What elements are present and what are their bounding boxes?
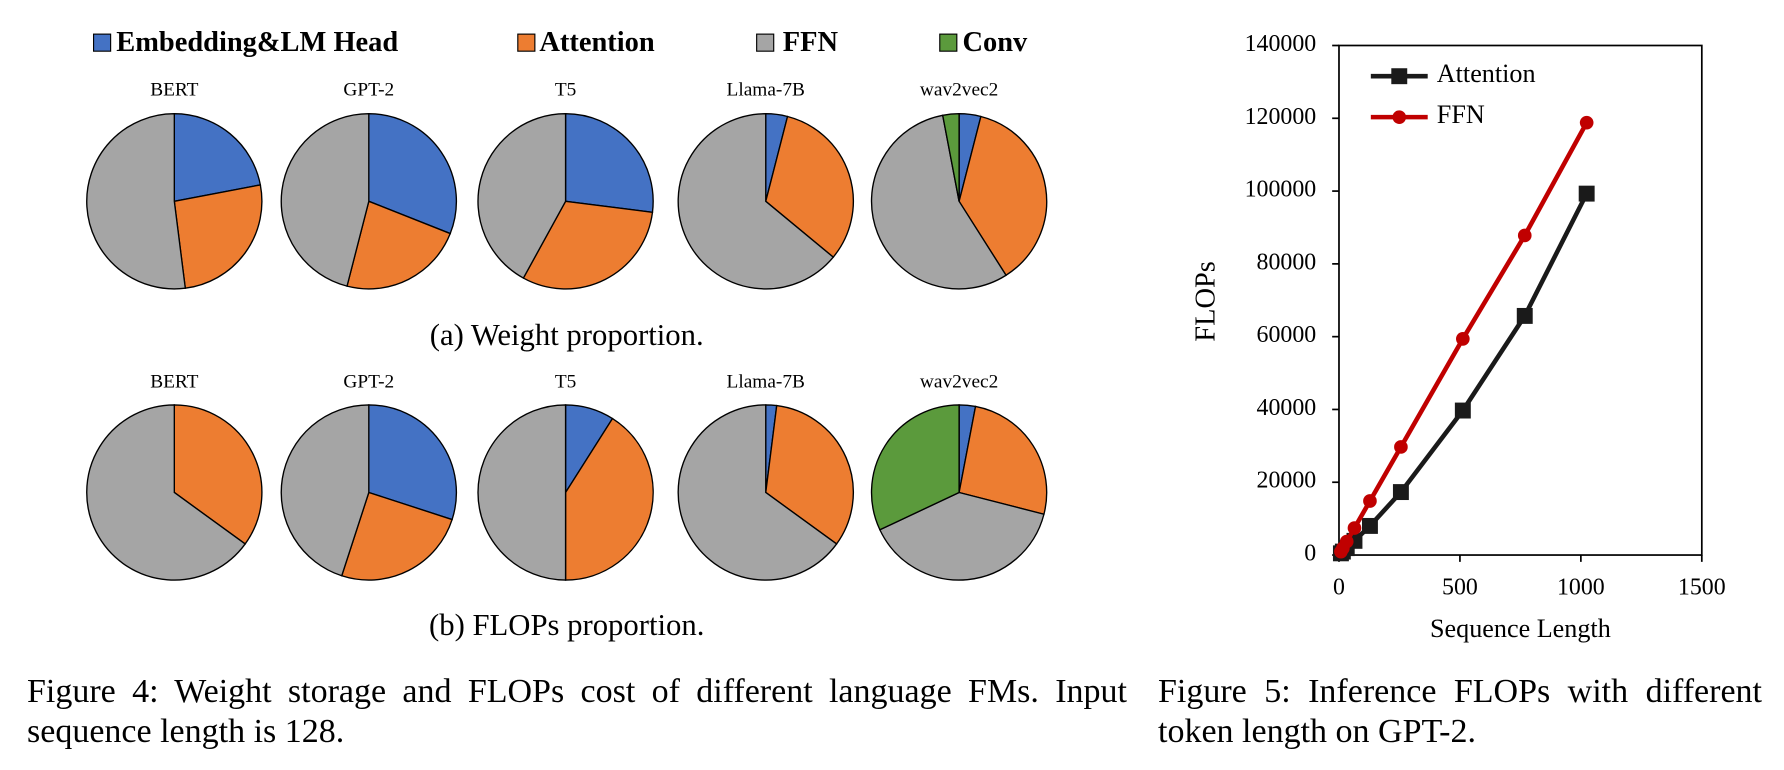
pie-slice	[765, 404, 854, 545]
y-tick-label: 0	[1304, 541, 1316, 567]
pie-slice	[346, 200, 452, 290]
y-tick-label: 100000	[1245, 177, 1317, 203]
y-tick-label: 80000	[1257, 249, 1317, 275]
data-point	[1579, 115, 1594, 130]
data-point	[1361, 517, 1378, 534]
pie-slice	[677, 113, 835, 290]
pie-title: T5	[555, 372, 576, 393]
legend-marker	[1392, 110, 1407, 124]
pie-title: GPT-2	[343, 79, 394, 100]
pie-title: BERT	[150, 79, 198, 100]
pie-slice	[280, 404, 370, 577]
pie-title: Llama-7B	[727, 79, 805, 100]
data-point	[1339, 534, 1354, 549]
data-point	[1347, 521, 1362, 535]
pie-slice	[368, 404, 458, 521]
pie-slice	[764, 115, 855, 259]
pie-slice	[280, 113, 370, 287]
x-tick-label: 500	[1442, 575, 1478, 601]
x-tick-label: 0	[1333, 575, 1345, 601]
pie-title: wav2vec2	[920, 79, 998, 100]
pie-title: BERT	[150, 372, 198, 393]
pie-slice	[564, 417, 654, 581]
pie-slice	[870, 114, 1007, 290]
x-tick-label: 1500	[1678, 575, 1726, 601]
y-tick-label: 140000	[1245, 31, 1317, 57]
y-axis-label: FLOPs	[1191, 261, 1222, 342]
subcaption: (b) FLOPs proportion.	[429, 608, 704, 642]
y-tick-label: 20000	[1257, 468, 1317, 494]
data-point	[1454, 402, 1471, 419]
pie-slice	[564, 113, 654, 214]
y-tick-label: 40000	[1257, 395, 1317, 421]
pie-slice	[522, 200, 654, 290]
legend-label: FFN	[783, 27, 839, 58]
pie-title: T5	[555, 79, 576, 100]
pie-slice	[173, 113, 262, 203]
legend-marker	[1391, 68, 1408, 85]
pie-slice	[477, 404, 567, 581]
legend-swatch	[939, 33, 958, 52]
figure-caption: Figure 4: Weight storage and FLOPs cost …	[27, 673, 1127, 750]
pie-slice	[340, 491, 453, 581]
series-line	[1339, 192, 1589, 556]
pie-slice	[958, 405, 1048, 516]
data-point	[1363, 494, 1377, 508]
pie-slice	[477, 113, 567, 279]
pie-slice	[677, 404, 838, 581]
figure-caption: Figure 5: Inference FLOPs with different…	[1158, 673, 1762, 750]
pie-slice	[368, 113, 458, 235]
data-point	[1394, 440, 1408, 454]
y-tick-label: 60000	[1257, 322, 1317, 348]
x-axis-label: Sequence Length	[1430, 614, 1611, 643]
data-point	[1517, 228, 1532, 243]
legend-label: Embedding&LM Head	[116, 27, 398, 58]
legend-label: FFN	[1437, 100, 1485, 129]
data-point	[1578, 185, 1595, 202]
subcaption: (a) Weight proportion.	[430, 318, 704, 352]
data-point	[1516, 307, 1533, 324]
y-tick-label: 120000	[1245, 104, 1317, 130]
legend-swatch	[756, 33, 775, 52]
legend-swatch	[517, 33, 536, 52]
plot-frame	[1338, 44, 1703, 556]
pie-slice	[86, 404, 247, 581]
legend-label: Conv	[963, 27, 1029, 58]
legend-label: Attention	[539, 27, 654, 58]
legend-swatch	[92, 33, 112, 52]
data-point	[1392, 484, 1409, 501]
pie-slice	[173, 404, 263, 545]
pie-slice	[941, 113, 960, 202]
pie-slice	[878, 491, 1045, 581]
pie-title: GPT-2	[343, 372, 394, 393]
x-tick-label: 1000	[1557, 575, 1605, 601]
pie-title: Llama-7B	[727, 372, 805, 393]
data-point	[1456, 332, 1470, 346]
pie-slice	[173, 184, 263, 289]
legend-label: Attention	[1437, 59, 1536, 88]
pie-slice	[870, 404, 960, 531]
pie-slice	[86, 113, 187, 290]
pie-title: wav2vec2	[920, 372, 998, 393]
